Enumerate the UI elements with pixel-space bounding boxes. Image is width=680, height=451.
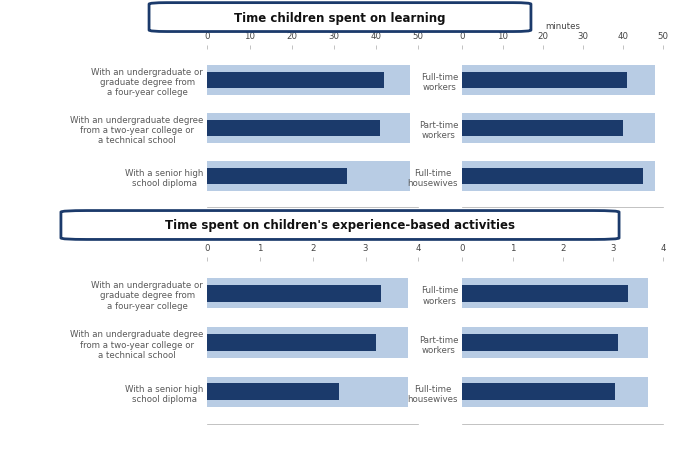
Bar <box>207 73 384 89</box>
Bar <box>207 168 347 184</box>
FancyBboxPatch shape <box>61 211 619 240</box>
Bar <box>207 161 410 191</box>
Bar <box>207 285 381 302</box>
Text: Time children spent on learning: Time children spent on learning <box>234 12 446 24</box>
X-axis label: minutes: minutes <box>295 22 330 31</box>
Text: Time spent on children's experience-based activities: Time spent on children's experience-base… <box>165 219 515 232</box>
Bar <box>462 334 618 351</box>
Bar <box>462 66 655 96</box>
Bar <box>207 120 380 137</box>
X-axis label: minutes: minutes <box>545 22 580 31</box>
Bar <box>207 66 410 96</box>
Bar <box>462 285 628 302</box>
Bar <box>207 278 407 309</box>
Bar <box>462 114 655 143</box>
Bar <box>462 161 655 191</box>
Bar <box>207 384 339 400</box>
Bar <box>462 327 648 358</box>
Bar <box>462 278 648 309</box>
Bar <box>462 120 623 137</box>
Bar <box>207 327 407 358</box>
Bar <box>462 377 648 407</box>
Bar <box>462 73 627 89</box>
Bar <box>462 168 643 184</box>
FancyBboxPatch shape <box>149 4 531 32</box>
Bar <box>207 377 407 407</box>
Bar <box>462 384 615 400</box>
Bar <box>207 114 410 143</box>
Bar <box>207 334 376 351</box>
